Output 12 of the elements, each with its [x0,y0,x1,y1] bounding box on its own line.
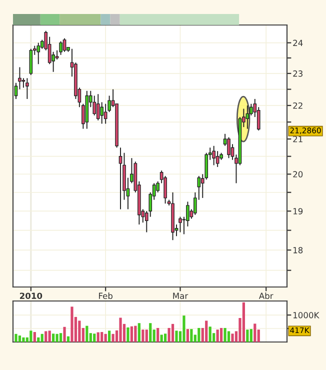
y-tick-label: 18 [293,247,303,254]
y-tick-label: 19 [293,208,303,214]
x-tick-label: 2010 [20,292,42,300]
y-tick-label: 23 [293,70,302,77]
y-tick-label: 20 [293,171,303,178]
y-tick-label: 22 [293,102,302,109]
x-tick-label: Abr [258,292,274,300]
y-tick-label: 24 [293,40,303,46]
y-tick-label: 21 [293,136,302,142]
x-tick-label: Feb [99,292,112,300]
x-tick-label: Mar [173,292,188,300]
y-tick-label: 1000K [293,312,320,318]
